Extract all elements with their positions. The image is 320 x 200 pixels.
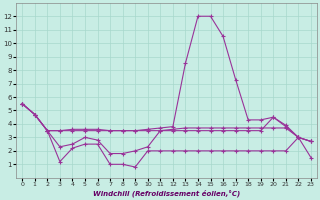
X-axis label: Windchill (Refroidissement éolien,°C): Windchill (Refroidissement éolien,°C) (93, 190, 240, 197)
